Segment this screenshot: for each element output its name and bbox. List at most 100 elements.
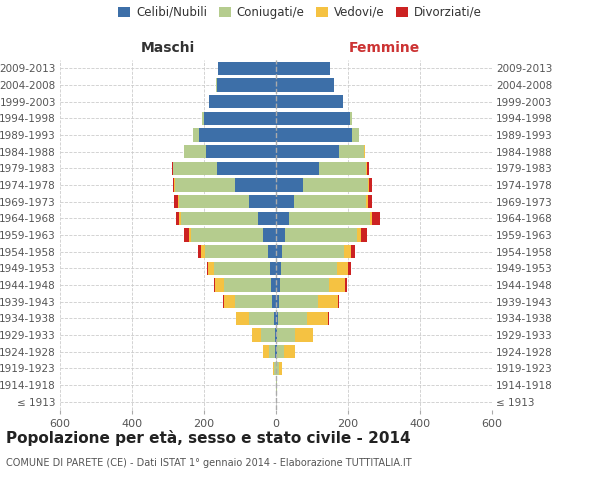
- Bar: [188, 228, 191, 241]
- Bar: [184, 145, 206, 158]
- Bar: [276, 195, 294, 208]
- Bar: [276, 245, 283, 258]
- Bar: [269, 345, 275, 358]
- Bar: [276, 95, 343, 108]
- Bar: [284, 345, 295, 358]
- Bar: [271, 278, 276, 291]
- Bar: [276, 228, 285, 241]
- Bar: [307, 312, 328, 325]
- Bar: [285, 228, 357, 241]
- Bar: [206, 262, 208, 275]
- Bar: [277, 328, 295, 342]
- Bar: [268, 245, 276, 258]
- Bar: [274, 312, 276, 325]
- Bar: [348, 262, 351, 275]
- Bar: [174, 195, 178, 208]
- Bar: [366, 162, 367, 175]
- Bar: [337, 262, 348, 275]
- Bar: [218, 62, 276, 75]
- Bar: [202, 112, 204, 125]
- Bar: [217, 162, 276, 175]
- Bar: [351, 245, 355, 258]
- Bar: [178, 195, 179, 208]
- Bar: [276, 62, 330, 75]
- Bar: [249, 312, 274, 325]
- Bar: [209, 95, 276, 108]
- Bar: [276, 212, 289, 225]
- Bar: [278, 362, 282, 375]
- Bar: [283, 245, 344, 258]
- Bar: [276, 295, 279, 308]
- Bar: [276, 162, 319, 175]
- Bar: [172, 162, 173, 175]
- Bar: [319, 162, 366, 175]
- Bar: [235, 178, 276, 192]
- Text: Popolazione per età, sesso e stato civile - 2014: Popolazione per età, sesso e stato civil…: [6, 430, 410, 446]
- Bar: [344, 245, 351, 258]
- Bar: [249, 195, 276, 208]
- Bar: [179, 195, 249, 208]
- Bar: [281, 262, 337, 275]
- Bar: [329, 278, 345, 291]
- Bar: [275, 345, 276, 358]
- Bar: [278, 312, 307, 325]
- Bar: [276, 145, 339, 158]
- Bar: [198, 245, 202, 258]
- Bar: [275, 328, 276, 342]
- Bar: [276, 345, 277, 358]
- Bar: [191, 228, 263, 241]
- Bar: [258, 212, 276, 225]
- Bar: [263, 345, 269, 358]
- Bar: [205, 245, 268, 258]
- Bar: [277, 362, 278, 375]
- Bar: [295, 328, 313, 342]
- Bar: [373, 212, 380, 225]
- Bar: [350, 112, 352, 125]
- Bar: [215, 278, 224, 291]
- Bar: [279, 295, 319, 308]
- Bar: [276, 278, 280, 291]
- Bar: [173, 178, 175, 192]
- Bar: [276, 178, 303, 192]
- Bar: [276, 312, 278, 325]
- Bar: [338, 295, 340, 308]
- Text: COMUNE DI PARETE (CE) - Dati ISTAT 1° gennaio 2014 - Elaborazione TUTTITALIA.IT: COMUNE DI PARETE (CE) - Dati ISTAT 1° ge…: [6, 458, 412, 468]
- Bar: [263, 228, 276, 241]
- Bar: [173, 162, 217, 175]
- Text: Femmine: Femmine: [349, 42, 419, 56]
- Bar: [345, 278, 347, 291]
- Bar: [370, 212, 373, 225]
- Bar: [273, 362, 274, 375]
- Bar: [260, 328, 275, 342]
- Bar: [193, 128, 199, 141]
- Bar: [367, 162, 368, 175]
- Bar: [303, 178, 368, 192]
- Bar: [319, 295, 338, 308]
- Bar: [223, 295, 224, 308]
- Bar: [276, 78, 334, 92]
- Bar: [176, 212, 179, 225]
- Bar: [276, 328, 277, 342]
- Bar: [214, 262, 269, 275]
- Bar: [204, 112, 276, 125]
- Bar: [236, 312, 249, 325]
- Bar: [224, 295, 235, 308]
- Bar: [224, 278, 271, 291]
- Bar: [274, 362, 275, 375]
- Bar: [206, 145, 276, 158]
- Bar: [357, 228, 361, 241]
- Bar: [277, 345, 284, 358]
- Bar: [175, 178, 235, 192]
- Bar: [352, 128, 359, 141]
- Bar: [276, 262, 281, 275]
- Bar: [361, 228, 367, 241]
- Bar: [272, 295, 276, 308]
- Bar: [294, 195, 366, 208]
- Legend: Celibi/Nubili, Coniugati/e, Vedovi/e, Divorziati/e: Celibi/Nubili, Coniugati/e, Vedovi/e, Di…: [118, 6, 482, 19]
- Bar: [328, 312, 329, 325]
- Bar: [184, 228, 188, 241]
- Bar: [368, 178, 369, 192]
- Bar: [276, 128, 352, 141]
- Bar: [269, 262, 276, 275]
- Bar: [199, 128, 276, 141]
